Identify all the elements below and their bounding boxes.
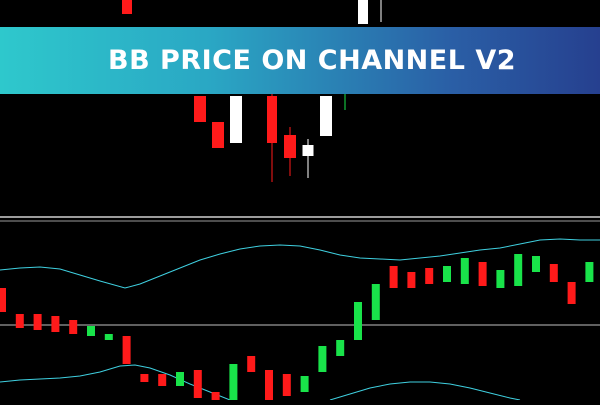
- indicator-candle: [87, 326, 95, 336]
- indicator-candle: [478, 262, 487, 286]
- indicator-candle: [496, 270, 505, 288]
- indicator-candle: [354, 302, 362, 340]
- price-candle: [358, 0, 368, 24]
- indicator-candle: [371, 284, 380, 320]
- indicator-candle: [158, 374, 167, 386]
- indicator-candle-series: [0, 254, 594, 400]
- indicator-candle: [176, 372, 184, 386]
- price-candle: [122, 0, 132, 14]
- indicator-candle: [443, 266, 451, 282]
- indicator-candle: [0, 288, 6, 312]
- indicator-candle: [532, 256, 540, 272]
- indicator-candle: [425, 268, 434, 284]
- indicator-candle: [122, 336, 131, 364]
- indicator-candle: [407, 272, 416, 288]
- price-candle: [284, 135, 296, 158]
- price-candle: [267, 96, 277, 143]
- price-candle: [302, 145, 314, 156]
- indicator-candle: [69, 320, 78, 334]
- indicator-candle: [567, 282, 576, 304]
- banner-title: BB PRICE ON CHANNEL V2: [107, 45, 517, 76]
- indicator-candle: [33, 314, 42, 330]
- indicator-candle: [247, 356, 256, 372]
- indicator-candle: [585, 262, 594, 282]
- indicator-candle: [51, 316, 60, 332]
- indicator-candle: [336, 340, 345, 356]
- indicator-candle: [460, 258, 469, 284]
- price-candle: [230, 96, 242, 143]
- indicator-candle: [265, 370, 273, 400]
- indicator-candle: [300, 376, 309, 392]
- price-candle: [320, 96, 332, 136]
- indicator-candle: [282, 374, 291, 396]
- indicator-candle: [318, 346, 327, 372]
- main-price-pane: [122, 0, 382, 182]
- lower-bollinger-band: [0, 364, 521, 401]
- indicator-candle: [193, 370, 202, 398]
- indicator-candle: [229, 364, 238, 400]
- indicator-candle: [389, 266, 398, 288]
- indicator-pane: [0, 238, 600, 401]
- indicator-candle: [211, 392, 220, 400]
- indicator-candle: [104, 334, 113, 340]
- price-candle: [194, 96, 206, 122]
- indicator-candle: [514, 254, 523, 286]
- indicator-candle: [140, 374, 149, 382]
- price-candle: [212, 122, 224, 148]
- indicator-candle: [15, 314, 24, 328]
- indicator-candle: [549, 264, 558, 282]
- upper-bollinger-band: [0, 238, 600, 289]
- title-banner: BB PRICE ON CHANNEL V2: [0, 27, 600, 94]
